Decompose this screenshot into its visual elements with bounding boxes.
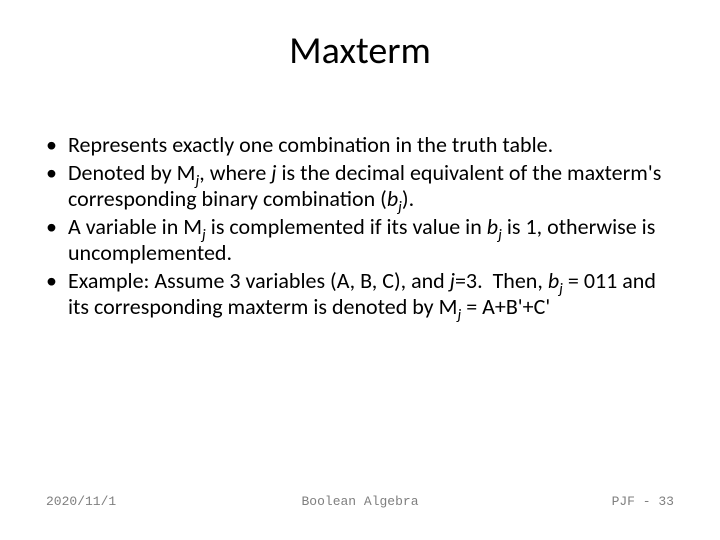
bullet-list: Represents exactly one combination in th… [46, 132, 674, 320]
bullet-item: Denoted by Mj, where j is the decimal eq… [46, 160, 674, 212]
bullet-item: Example: Assume 3 variables (A, B, C), a… [46, 268, 674, 320]
slide: Maxterm Represents exactly one combinati… [0, 0, 720, 540]
slide-footer: 2020/11/1 Boolean Algebra PJF - 33 [0, 494, 720, 514]
slide-body: Represents exactly one combination in th… [46, 132, 674, 322]
bullet-item: Represents exactly one combination in th… [46, 132, 674, 158]
slide-title: Maxterm [0, 28, 720, 74]
bullet-item: A variable in Mj is complemented if its … [46, 214, 674, 266]
footer-page: PJF - 33 [612, 494, 674, 509]
